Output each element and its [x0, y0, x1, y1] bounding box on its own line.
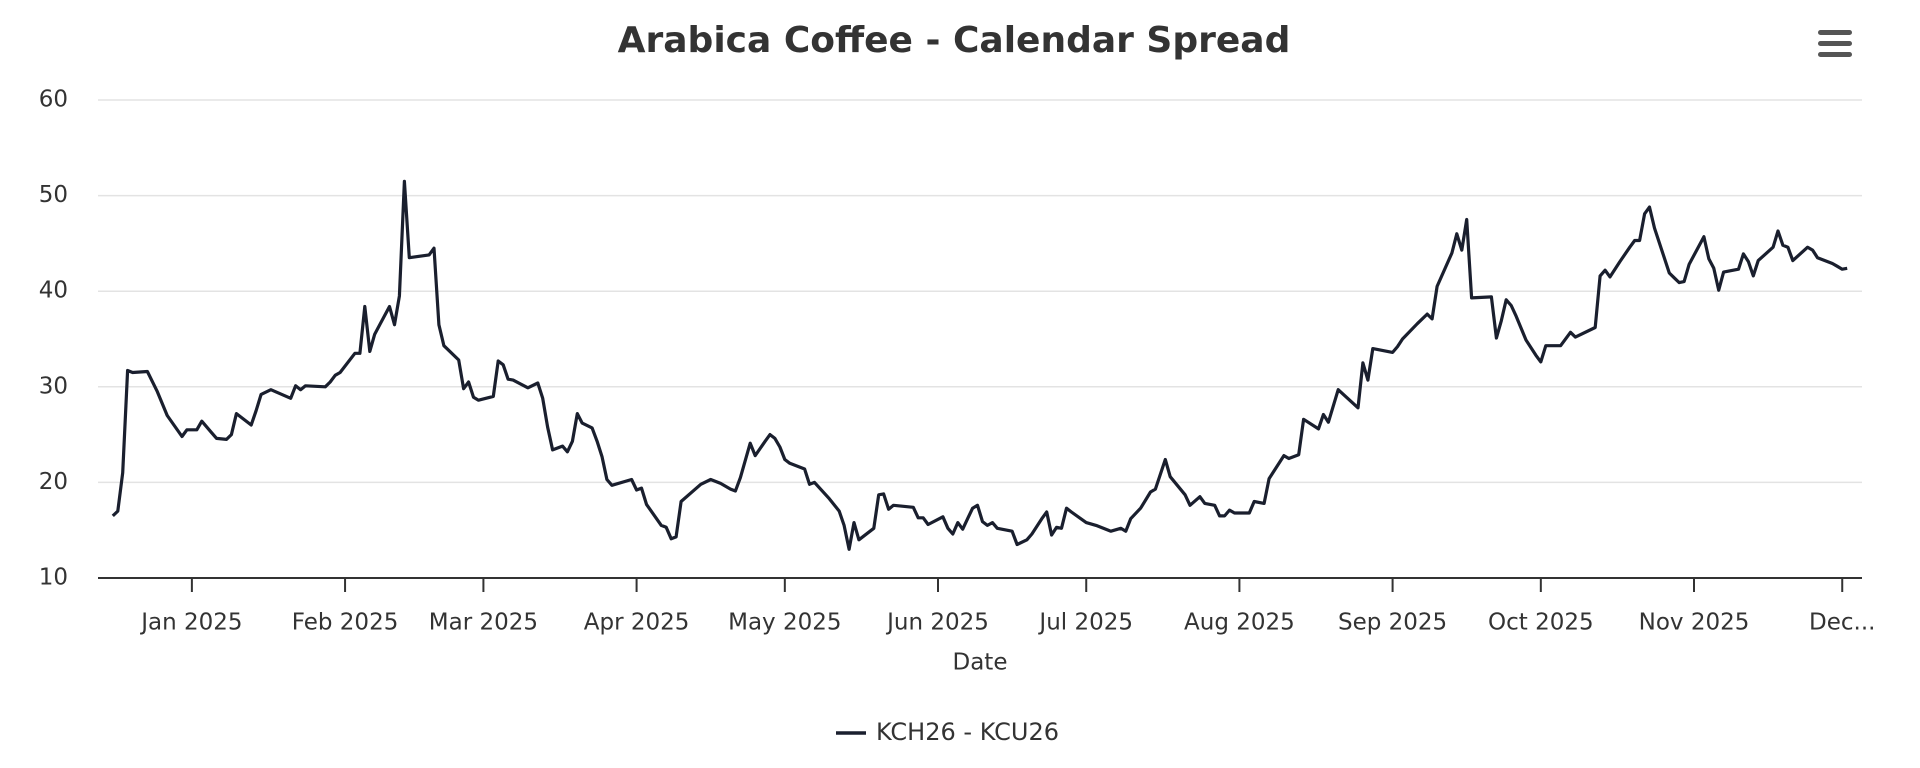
series-line [111, 179, 1848, 551]
menu-bar [1818, 30, 1852, 35]
x-tick-label: Apr 2025 [584, 610, 690, 636]
x-tick-label: Dec... [1809, 610, 1875, 636]
chart-title: Arabica Coffee - Calendar Spread [618, 20, 1291, 61]
x-tick-label: Jan 2025 [139, 610, 242, 636]
x-tick-label: Nov 2025 [1639, 610, 1750, 636]
x-tick-label: Jul 2025 [1037, 610, 1133, 636]
x-tick-label: Aug 2025 [1184, 610, 1295, 636]
y-tick-label: 40 [39, 278, 68, 304]
x-tick-label: Sep 2025 [1338, 610, 1447, 636]
x-tick-label: May 2025 [728, 610, 841, 636]
y-tick-label: 20 [39, 469, 68, 495]
menu-button[interactable] [1818, 30, 1852, 57]
x-tick-label: Feb 2025 [292, 610, 399, 636]
y-tick-label: 10 [39, 565, 68, 591]
legend-item[interactable]: KCH26 - KCU26 [836, 718, 1059, 746]
y-tick-label: 50 [39, 182, 68, 208]
x-tick-label: Oct 2025 [1488, 610, 1594, 636]
y-tick-label: 30 [39, 373, 68, 399]
menu-bar [1818, 41, 1852, 46]
menu-bar [1818, 52, 1852, 57]
x-tick-label: Mar 2025 [429, 610, 538, 636]
legend-label: KCH26 - KCU26 [876, 718, 1059, 746]
x-tick-label: Jun 2025 [885, 610, 989, 636]
x-axis-label: Date [953, 650, 1008, 676]
y-tick-label: 60 [39, 87, 68, 113]
